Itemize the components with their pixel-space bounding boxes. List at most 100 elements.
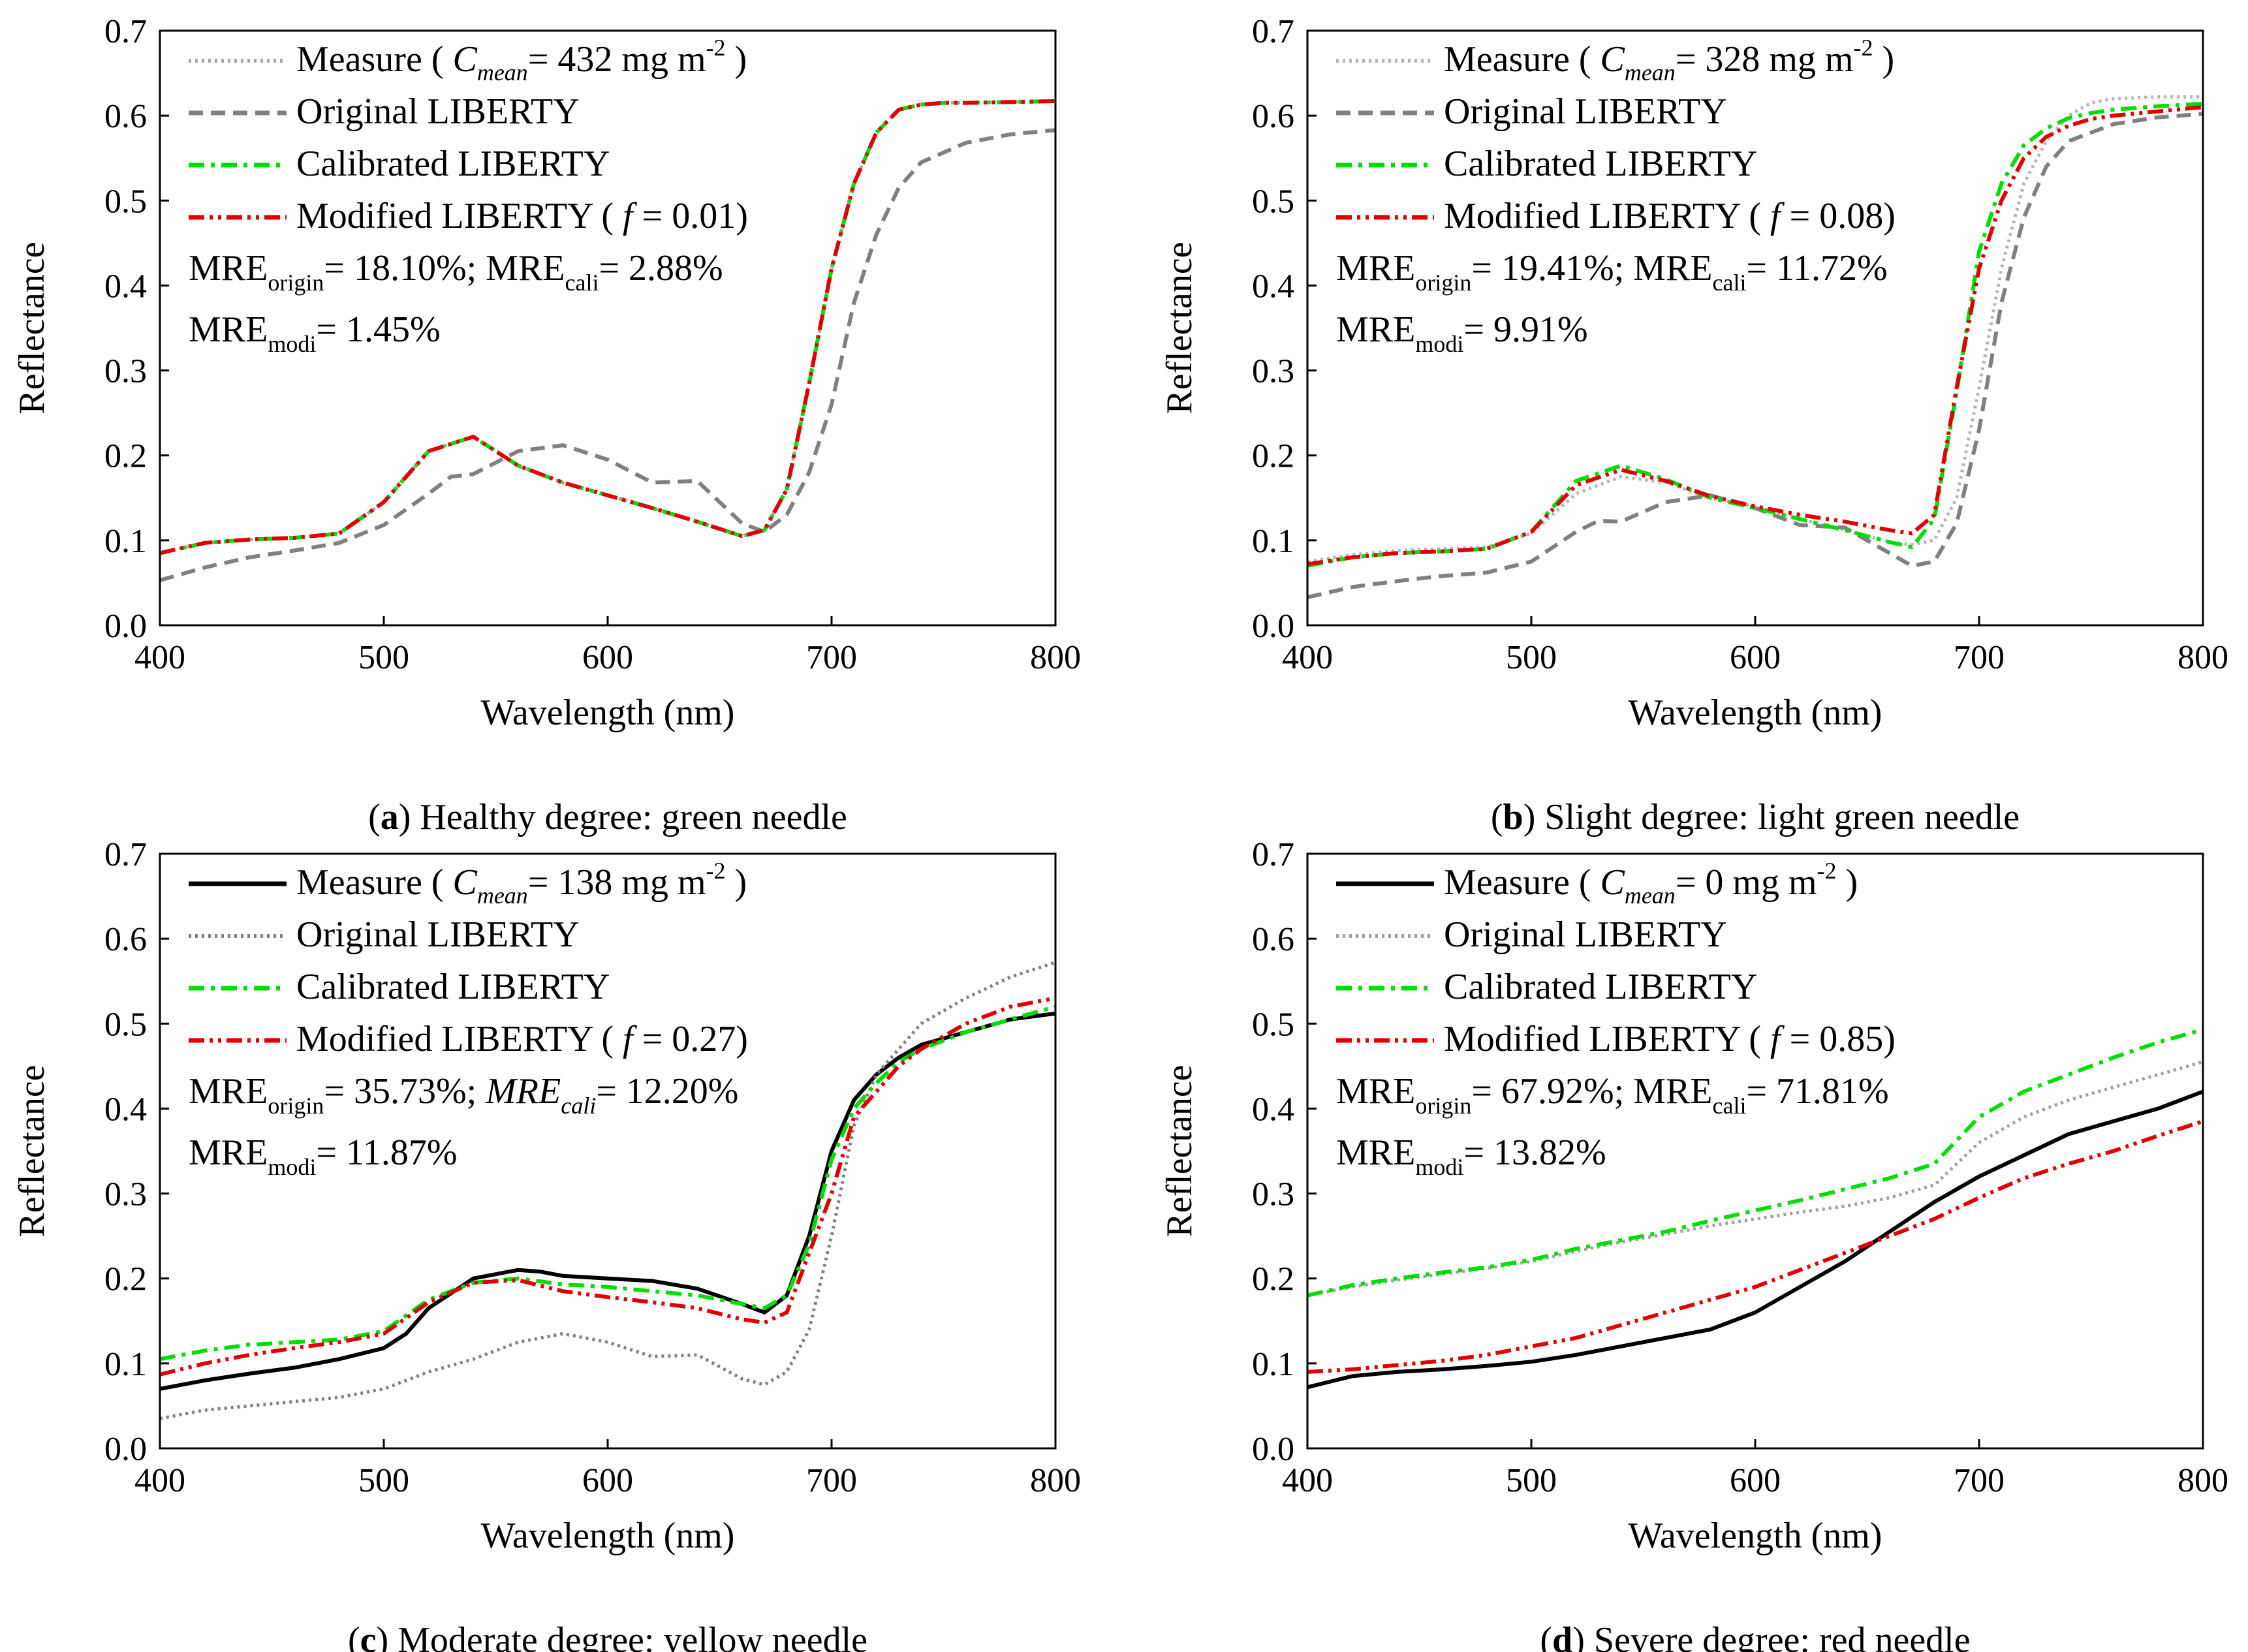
y-tick-label: 0.3: [104, 1176, 147, 1213]
legend-entry: Calibrated LIBERTY: [1444, 967, 1757, 1007]
mre-annotation: MREmodi= 13.82%: [1336, 1132, 1606, 1180]
x-tick-label: 800: [2178, 1462, 2228, 1499]
y-tick-label: 0.2: [1252, 1261, 1294, 1298]
legend-entry: Original LIBERTY: [1444, 914, 1727, 955]
chart-panel-a: 400 500 600 700 800 0.0 0.1 0.2 0.3 0.4 0.5 0.6 0.7 W…: [12, 13, 1081, 837]
series-line-calibrated-liberty: [160, 1005, 1055, 1362]
y-tick-label: 0.4: [1252, 268, 1294, 305]
mre-annotation: MREmodi= 1.45%: [189, 309, 441, 357]
series-line-original-liberty: [160, 128, 1055, 582]
legend-entry: Calibrated LIBERTY: [296, 967, 610, 1007]
x-tick-label: 600: [1730, 1462, 1781, 1499]
series-group: [1307, 1027, 2203, 1390]
y-tick-label: 0.3: [104, 353, 147, 390]
x-tick-label: 700: [806, 1462, 857, 1499]
legend-entry: Modified LIBERTY ( f = 0.85): [1444, 1019, 1896, 1059]
legend-entry: Measure ( Cmean= 0 mg m-2 ): [1444, 858, 1858, 909]
y-tick-label: 0.1: [1252, 523, 1294, 560]
series-line-measure: [160, 1011, 1055, 1391]
series-line-original-liberty: [1307, 112, 2203, 600]
legend-entry: Modified LIBERTY ( f = 0.01): [296, 196, 748, 236]
y-tick-label: 0.3: [1252, 353, 1294, 390]
series-group: [160, 961, 1055, 1420]
panel-caption: (a) Healthy degree: green needle: [368, 797, 847, 837]
y-tick-label: 0.5: [1252, 183, 1294, 220]
series-group: [160, 99, 1055, 582]
y-tick-label: 0.2: [104, 438, 147, 475]
legend-entry: Measure ( Cmean= 138 mg m-2 ): [296, 858, 747, 909]
y-tick-label: 0.7: [104, 836, 147, 873]
series-line-calibrated-liberty: [1307, 101, 2203, 568]
x-tick-label: 400: [134, 639, 185, 676]
y-tick-label: 0.5: [104, 1006, 147, 1043]
x-tick-label: 400: [1282, 1462, 1333, 1499]
y-axis-label: Reflectance: [12, 1065, 52, 1237]
x-tick-label: 700: [1954, 639, 2005, 676]
y-tick-label: 0.0: [1252, 608, 1294, 645]
y-axis-label: Reflectance: [1159, 1065, 1200, 1237]
x-tick-label: 700: [1954, 1462, 2005, 1499]
legend-entry: Measure ( Cmean= 328 mg m-2 ): [1444, 35, 1894, 86]
chart-panel-b: 400 500 600 700 800 0.0 0.1 0.2 0.3 0.4 0.5 0.6 0.7 W…: [1159, 13, 2228, 837]
y-tick-label: 0.4: [104, 268, 147, 305]
chart-panel-d: 400 500 600 700 800 0.0 0.1 0.2 0.3 0.4 0.5 0.6 0.7 W…: [1159, 836, 2228, 1652]
legend-entry: Calibrated LIBERTY: [1444, 144, 1757, 184]
x-tick-label: 800: [1030, 1462, 1081, 1499]
y-tick-label: 0.6: [1252, 921, 1294, 958]
y-tick-label: 0.5: [104, 183, 147, 220]
y-tick-label: 0.3: [1252, 1176, 1294, 1213]
y-axis-label: Reflectance: [1159, 242, 1200, 414]
y-axis-label: Reflectance: [12, 242, 52, 414]
y-tick-label: 0.4: [104, 1091, 147, 1128]
series-line-modified-liberty: [160, 99, 1055, 555]
x-tick-label: 500: [358, 639, 409, 676]
x-tick-label: 600: [582, 1462, 633, 1499]
x-tick-label: 800: [2178, 639, 2228, 676]
series-line-calibrated-liberty: [1307, 1027, 2203, 1298]
x-tick-label: 500: [1506, 639, 1557, 676]
mre-annotation: MREorigin= 67.92%; MREcali= 71.81%: [1336, 1071, 1889, 1119]
x-tick-label: 500: [1506, 1462, 1557, 1499]
y-tick-label: 0.1: [104, 523, 147, 560]
x-tick-label: 500: [358, 1462, 409, 1499]
series-line-original-liberty: [1307, 1060, 2203, 1298]
y-tick-label: 0.0: [1252, 1431, 1294, 1468]
y-tick-label: 0.0: [104, 1431, 147, 1468]
legend-entry: Original LIBERTY: [1444, 91, 1727, 132]
legend-entry: Original LIBERTY: [296, 91, 580, 132]
plot-frame: [159, 852, 1057, 1450]
panel-caption: (b) Slight degree: light green needle: [1491, 797, 2020, 837]
mre-annotation: MREorigin= 19.41%; MREcali= 11.72%: [1336, 248, 1888, 296]
panel-caption: (c) Moderate degree: yellow needle: [348, 1620, 867, 1652]
x-tick-label: 600: [1730, 639, 1781, 676]
panel-caption: (d) Severe degree: red needle: [1540, 1620, 1970, 1652]
legend-entry: Modified LIBERTY ( f = 0.08): [1444, 196, 1896, 236]
series-line-modified-liberty: [160, 996, 1055, 1377]
y-tick-label: 0.7: [1252, 13, 1294, 50]
y-tick-label: 0.7: [1252, 836, 1294, 873]
y-tick-label: 0.7: [104, 13, 147, 50]
legend-entry: Calibrated LIBERTY: [296, 144, 610, 184]
legend-entry: Original LIBERTY: [296, 914, 580, 955]
x-tick-label: 600: [582, 639, 633, 676]
x-tick-label: 700: [806, 639, 857, 676]
x-axis-label: Wavelength (nm): [1629, 693, 1882, 733]
y-tick-label: 0.2: [1252, 438, 1294, 475]
y-tick-label: 0.0: [104, 608, 147, 645]
y-tick-label: 0.1: [1252, 1346, 1294, 1383]
series-group: [1307, 95, 2203, 600]
legend-entry: Measure ( Cmean= 432 mg m-2 ): [296, 35, 747, 86]
x-axis-label: Wavelength (nm): [1629, 1516, 1882, 1556]
x-tick-label: 800: [1030, 639, 1081, 676]
y-tick-label: 0.2: [104, 1261, 147, 1298]
x-axis-label: Wavelength (nm): [481, 1516, 735, 1556]
y-tick-label: 0.6: [104, 98, 147, 135]
x-tick-label: 400: [1282, 639, 1333, 676]
mre-annotation: MREmodi= 11.87%: [189, 1132, 458, 1180]
mre-annotation: MREorigin= 18.10%; MREcali= 2.88%: [189, 248, 723, 296]
y-tick-label: 0.6: [1252, 98, 1294, 135]
mre-annotation: MREorigin= 35.73%; MREcali= 12.20%: [189, 1071, 738, 1119]
legend-entry: Modified LIBERTY ( f = 0.27): [296, 1019, 748, 1059]
series-line-measure: [1307, 1089, 2203, 1390]
